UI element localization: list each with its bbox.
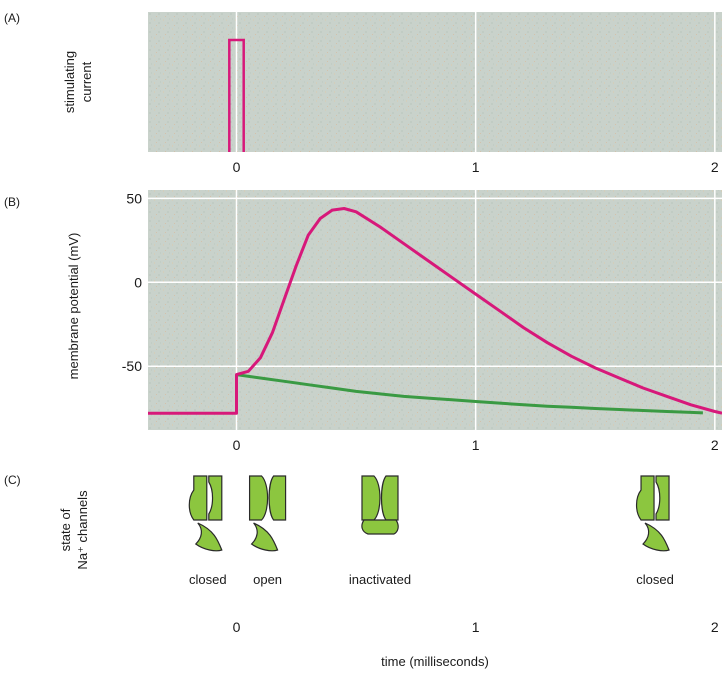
na-channel-closed-icon <box>635 475 670 552</box>
panel-a-x-tick-label: 0 <box>233 159 241 175</box>
na-channel-closed-icon <box>188 475 223 552</box>
panel-b-y-ticks: 50 0 -50 <box>122 190 142 374</box>
passive-response-line <box>236 373 703 415</box>
panel-b-y-tick-label: 0 <box>134 274 142 290</box>
panel-b-x-tick-label: 2 <box>711 437 719 453</box>
panel-b-x-ticks: 0 1 2 <box>233 437 719 453</box>
panel-c-label: (C) <box>4 473 21 487</box>
panel-c-x-tick-label: 1 <box>472 619 480 635</box>
panel-c-x-tick-label: 0 <box>233 619 241 635</box>
panel-c-ylabel-line2: Na⁺ channels <box>75 490 90 570</box>
panel-b-x-tick-label: 0 <box>233 437 241 453</box>
panel-b-x-tick-label: 1 <box>472 437 480 453</box>
panel-c-x-ticks: 0 1 2 <box>233 619 719 635</box>
panel-b-y-tick-label: -50 <box>122 358 142 374</box>
panel-a-ylabel-line2: current <box>79 61 94 102</box>
panel-a-x-ticks: 0 1 2 <box>233 159 719 175</box>
panel-b-y-tick-label: 50 <box>126 190 142 206</box>
panel-b-grid <box>148 190 722 430</box>
panel-a-plot-area <box>148 12 722 152</box>
panel-a-series <box>228 38 245 152</box>
panel-c-x-tick-label: 2 <box>711 619 719 635</box>
channel-state-label: inactivated <box>349 572 411 587</box>
panel-b-ylabel: membrane potential (mV) <box>66 233 81 380</box>
channel-state-label: open <box>253 572 282 587</box>
na-channel-open-icon <box>248 475 287 552</box>
panel-a-ylabel-line1: stimulating <box>62 51 77 113</box>
panel-a-x-tick-label: 2 <box>711 159 719 175</box>
panel-c-ylabel-line1: state of <box>58 508 73 551</box>
channel-state-label: closed <box>189 572 227 587</box>
panel-b-series <box>148 207 722 415</box>
stimulus-pulse-line <box>228 38 245 152</box>
panel-a-grid <box>235 12 716 152</box>
channel-states-row: closed open inactivated closed <box>188 475 674 587</box>
x-axis-label: time (milliseconds) <box>381 654 489 669</box>
panel-b-plot-area <box>148 190 722 430</box>
channel-state-label: closed <box>636 572 674 587</box>
panel-a-x-tick-label: 1 <box>472 159 480 175</box>
na-channel-inactivated-icon <box>361 475 399 535</box>
panel-a-label: (A) <box>4 11 20 25</box>
action-potential-line <box>148 207 722 415</box>
panel-b-label: (B) <box>4 195 20 209</box>
